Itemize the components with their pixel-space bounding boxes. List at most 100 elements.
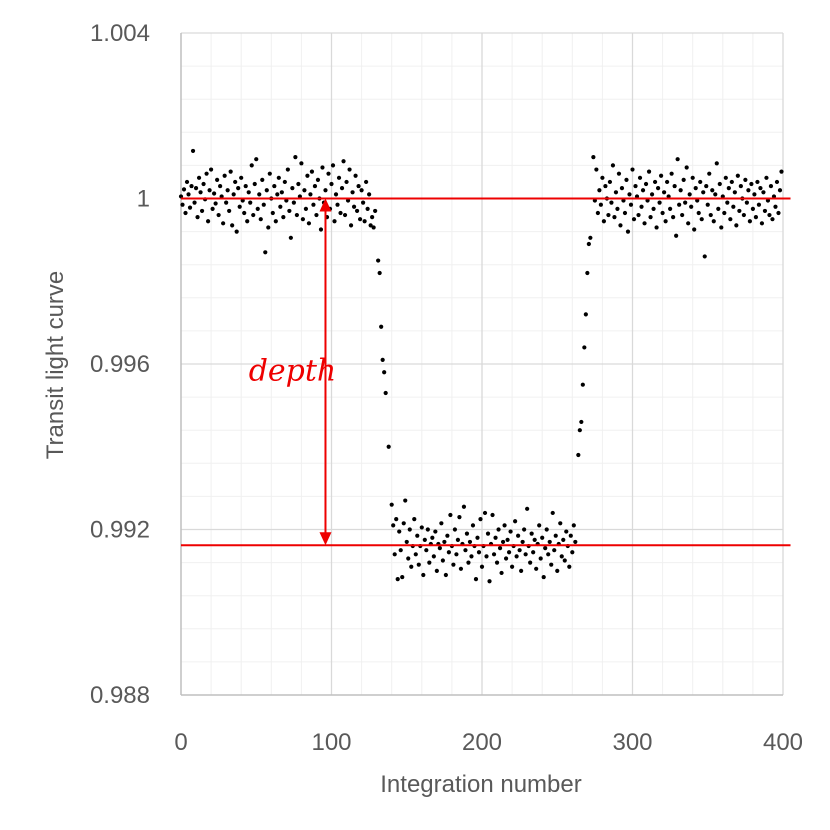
data-point [404, 539, 409, 545]
data-point [729, 179, 734, 185]
data-point [219, 194, 224, 199]
data-point [336, 175, 342, 180]
data-point [683, 200, 688, 205]
data-point [494, 560, 500, 565]
data-point [562, 558, 567, 563]
data-point [431, 554, 436, 559]
y-tick-label: 1.004 [90, 20, 150, 47]
data-point [458, 566, 464, 571]
data-point [427, 560, 432, 565]
data-point [723, 175, 728, 180]
data-point [612, 215, 617, 220]
data-point [696, 210, 701, 216]
data-point [577, 428, 582, 433]
data-point [303, 206, 309, 211]
data-point [445, 533, 450, 538]
data-point [421, 572, 426, 578]
data-point [204, 171, 209, 176]
data-point [416, 562, 421, 567]
data-point [752, 192, 757, 197]
data-point [570, 550, 575, 555]
data-point [519, 568, 524, 573]
data-point [529, 531, 534, 536]
data-point [207, 188, 212, 193]
data-point [395, 577, 400, 582]
data-point [756, 202, 762, 207]
data-point [528, 560, 533, 565]
data-point [716, 206, 721, 211]
data-point [491, 552, 497, 557]
data-point [365, 206, 370, 211]
data-point [675, 157, 680, 162]
data-point [731, 204, 736, 209]
depth-annotation: depth [249, 354, 337, 389]
data-point [279, 190, 284, 195]
data-point [636, 212, 641, 218]
data-point [568, 533, 573, 538]
data-point [707, 171, 712, 176]
y-tick-label: 0.988 [90, 682, 150, 709]
data-point [276, 175, 281, 180]
data-point [532, 537, 537, 542]
data-point [210, 206, 215, 211]
data-point [302, 188, 307, 193]
data-point [389, 502, 394, 507]
data-point [546, 552, 551, 557]
data-point [281, 215, 286, 220]
data-point [290, 186, 295, 191]
data-point [543, 546, 548, 551]
data-point [351, 204, 357, 209]
data-point [579, 419, 584, 425]
data-point [379, 324, 384, 329]
data-point [493, 535, 498, 540]
data-point [373, 208, 378, 214]
plot-axes [180, 33, 783, 696]
data-point [764, 175, 769, 180]
data-point [651, 206, 656, 211]
data-point [680, 212, 685, 218]
data-point [221, 221, 226, 226]
data-point [326, 171, 331, 176]
data-point [383, 390, 388, 396]
depth-arrow [319, 198, 332, 546]
data-point [296, 181, 301, 187]
data-point [687, 192, 692, 197]
data-point [240, 198, 245, 203]
data-point [639, 204, 644, 209]
data-point [452, 527, 458, 532]
data-point [260, 177, 265, 182]
data-point [601, 219, 607, 224]
data-point [257, 192, 262, 197]
data-point [430, 535, 435, 540]
data-point [588, 235, 593, 240]
x-tick-label: 300 [612, 729, 652, 756]
data-point [228, 169, 233, 174]
data-point [266, 225, 271, 230]
data-point [212, 191, 217, 196]
data-point [665, 179, 670, 185]
data-point [559, 554, 564, 559]
data-point [406, 556, 411, 561]
data-point [215, 177, 220, 182]
data-point [370, 215, 375, 220]
y-axis-title: Transit light curve [42, 271, 69, 460]
data-point [311, 202, 316, 207]
data-point [330, 163, 336, 168]
data-point [192, 200, 197, 205]
data-point [463, 548, 468, 553]
data-point [624, 177, 629, 182]
data-point [672, 183, 677, 189]
data-point [576, 452, 581, 458]
data-point [705, 202, 710, 207]
data-point [549, 562, 554, 567]
data-point [386, 444, 391, 449]
data-point [558, 521, 563, 526]
data-point [356, 183, 361, 189]
data-point [443, 572, 448, 578]
data-point [541, 574, 546, 580]
data-point [291, 200, 296, 205]
data-point [717, 181, 722, 187]
data-point [345, 198, 351, 203]
data-point [698, 179, 703, 185]
x-tick-labels: 0 100 200 300 400 [174, 729, 803, 756]
